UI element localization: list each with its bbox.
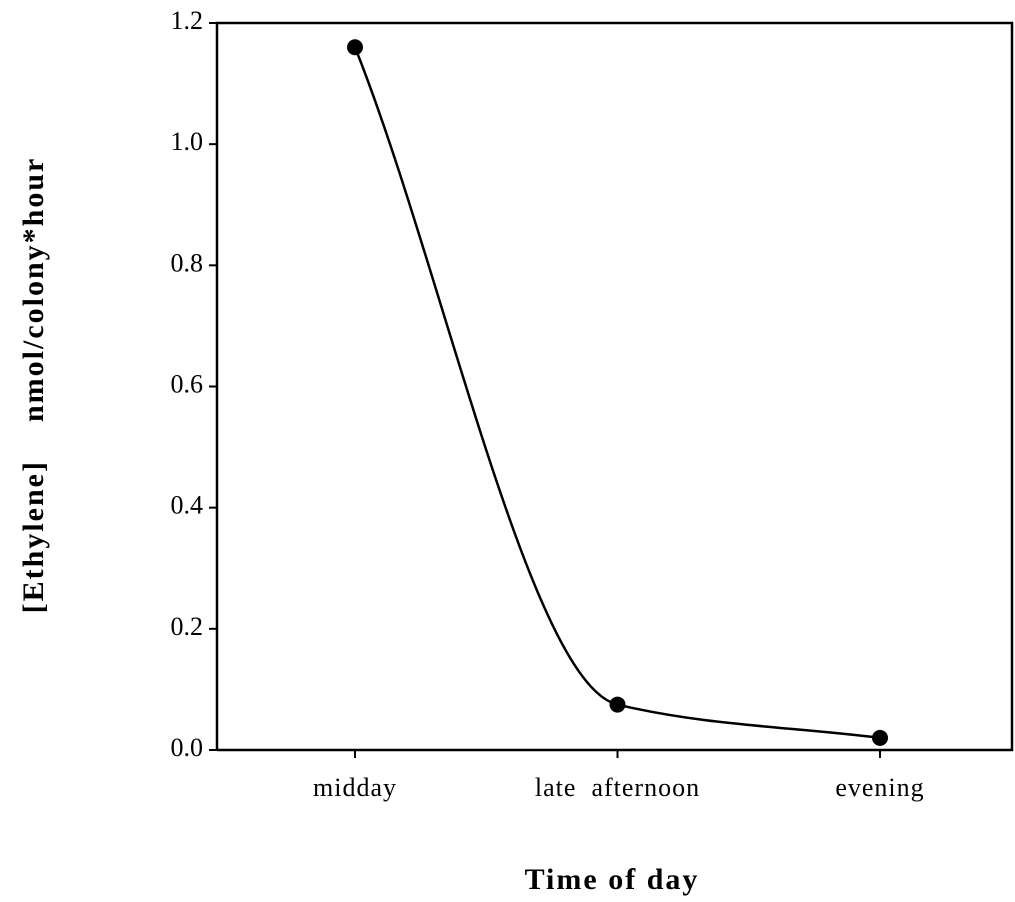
- y-tick-label: 0.8: [171, 248, 204, 277]
- x-tick-label: late afternoon: [535, 773, 700, 802]
- plot-frame: [215, 21, 1014, 752]
- marker: [872, 729, 888, 746]
- y-axis-title: [Ethylene] nmol/colony*hour: [17, 157, 50, 614]
- x-tick-label: evening: [835, 773, 924, 802]
- line: [353, 46, 881, 740]
- y-tick-label: 1.0: [171, 127, 204, 156]
- y-tick-label: 0.2: [171, 612, 204, 641]
- y-tick-label: 1.2: [171, 6, 204, 35]
- y-tick-label: 0.0: [171, 733, 204, 762]
- x-tick-label: midday: [313, 773, 397, 802]
- y-tick-label: 0.6: [171, 369, 204, 398]
- marker: [609, 696, 626, 713]
- x-axis-title: Time of day: [525, 863, 700, 896]
- y-tick-label: 0.4: [171, 491, 204, 520]
- marker: [347, 39, 363, 56]
